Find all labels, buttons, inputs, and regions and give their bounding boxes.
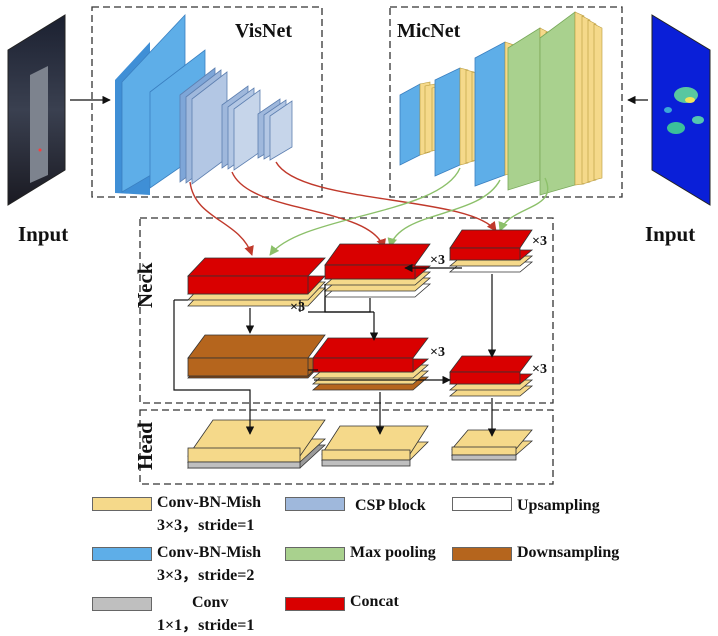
legend-label: Max pooling [350,544,436,561]
legend-label: Conv-BN-Mish [157,494,262,511]
legend-swatch-conv-s2 [92,547,152,561]
head-output-medium [321,425,429,467]
visible-input-image [7,14,66,206]
micnet-layers [399,11,603,196]
neck-downsampling [187,334,326,379]
legend-label: 1×1，stride=1 [157,617,255,634]
neck-flow-arrows [173,263,497,437]
legend-label: Upsampling [517,497,600,514]
microwave-input-image [651,14,711,206]
micnet-to-neck-arrow-2 [387,179,501,248]
micnet-to-neck-arrow-3 [498,177,549,232]
repeat-label: ×3 [430,345,445,360]
legend-swatch-upsampling [452,497,512,511]
visnet-to-neck-arrow-2 [231,171,386,249]
input-label-left: Input [18,222,69,246]
head-output-large [186,419,327,469]
neck-concat-mid-bottom [311,337,430,391]
neck-box [139,217,554,404]
legend-swatch-maxpool [285,547,345,561]
visnet-to-neck-arrow-1 [189,181,254,256]
legend-label: Concat [350,593,399,610]
legend-label: Conv-BN-Mish [157,544,262,561]
head-box [139,409,554,485]
neck-concat-right-bottom [448,355,534,397]
micnet-box [389,6,623,198]
neck-concat-large [187,257,326,307]
legend-label: Conv [192,594,229,611]
legend-swatch-downsampling [452,547,512,561]
legend-label: 3×3，stride=1 [157,517,255,534]
head-label: Head [133,422,157,470]
legend-swatch-concat [285,597,345,611]
legend-label: 3×3，stride=2 [157,567,255,584]
micnet-to-neck-arrow-1 [269,167,461,256]
repeat-label: ×3 [532,234,547,249]
legend-swatch-conv-1x1 [92,597,152,611]
repeat-label: ×3 [430,253,445,268]
micnet-title: MicNet [397,20,461,42]
legend-swatch-conv-s1 [92,497,152,511]
repeat-label: ×3 [532,362,547,377]
input-label-right: Input [645,222,696,246]
visnet-to-neck-arrow-3 [275,161,497,232]
neck-concat-mid-top [323,243,432,298]
repeat-label: ×3 [290,300,305,315]
legend-label: Downsampling [517,544,620,561]
visnet-box [91,6,323,198]
legend-label: CSP block [355,497,426,514]
legend-swatch-csp [285,497,345,511]
visnet-layers [115,13,293,195]
neck-concat-right-top [448,229,534,273]
head-output-small [450,429,534,461]
neck-label: Neck [133,262,157,309]
visnet-title: VisNet [235,20,293,42]
